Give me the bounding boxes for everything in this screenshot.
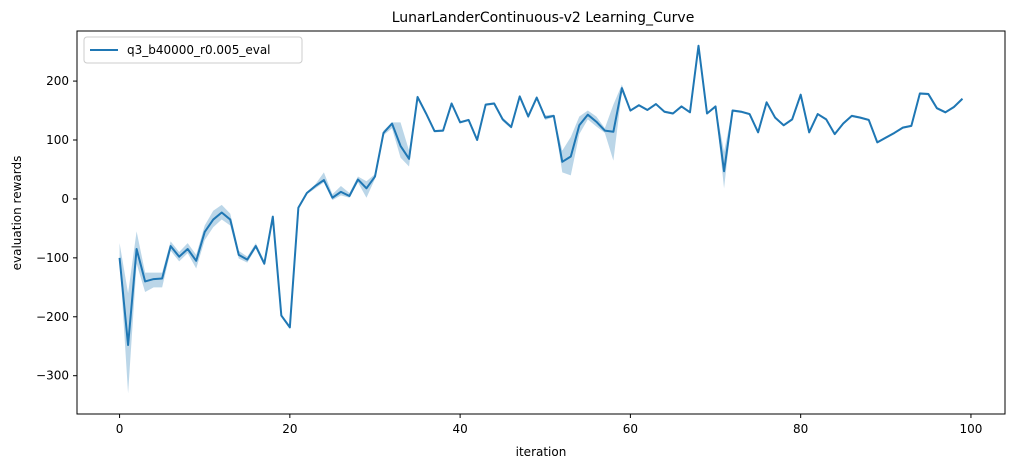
legend: q3_b40000_r0.005_eval [83,36,303,64]
y-tick-label: 100 [46,133,69,147]
plot-area [118,44,964,394]
legend-box [83,36,303,64]
x-tick-label: 100 [959,422,982,436]
x-tick-label: 40 [452,422,467,436]
x-tick-label: 60 [623,422,638,436]
y-tick-label: −200 [36,310,69,324]
x-tick-label: 0 [116,422,124,436]
axes: 0 20 40 60 80 100 −300 −200 −100 0 100 200 [36,30,1006,436]
y-tick-label: 0 [61,192,69,206]
y-tick-label: −100 [36,251,69,265]
series-band-0 [119,44,963,394]
plot-frame [76,30,1006,415]
x-tick-label: 80 [793,422,808,436]
legend-label: q3_b40000_r0.005_eval [127,43,271,57]
series-line-0 [118,44,964,347]
chart-title: LunarLanderContinuous-v2 Learning_Curve [392,10,695,26]
x-axis-label: iteration [516,445,567,459]
y-tick-label: −300 [36,369,69,383]
x-tick-label: 20 [282,422,297,436]
y-axis-label: evaluation rewards [10,156,24,271]
y-tick-label: 200 [46,74,69,88]
